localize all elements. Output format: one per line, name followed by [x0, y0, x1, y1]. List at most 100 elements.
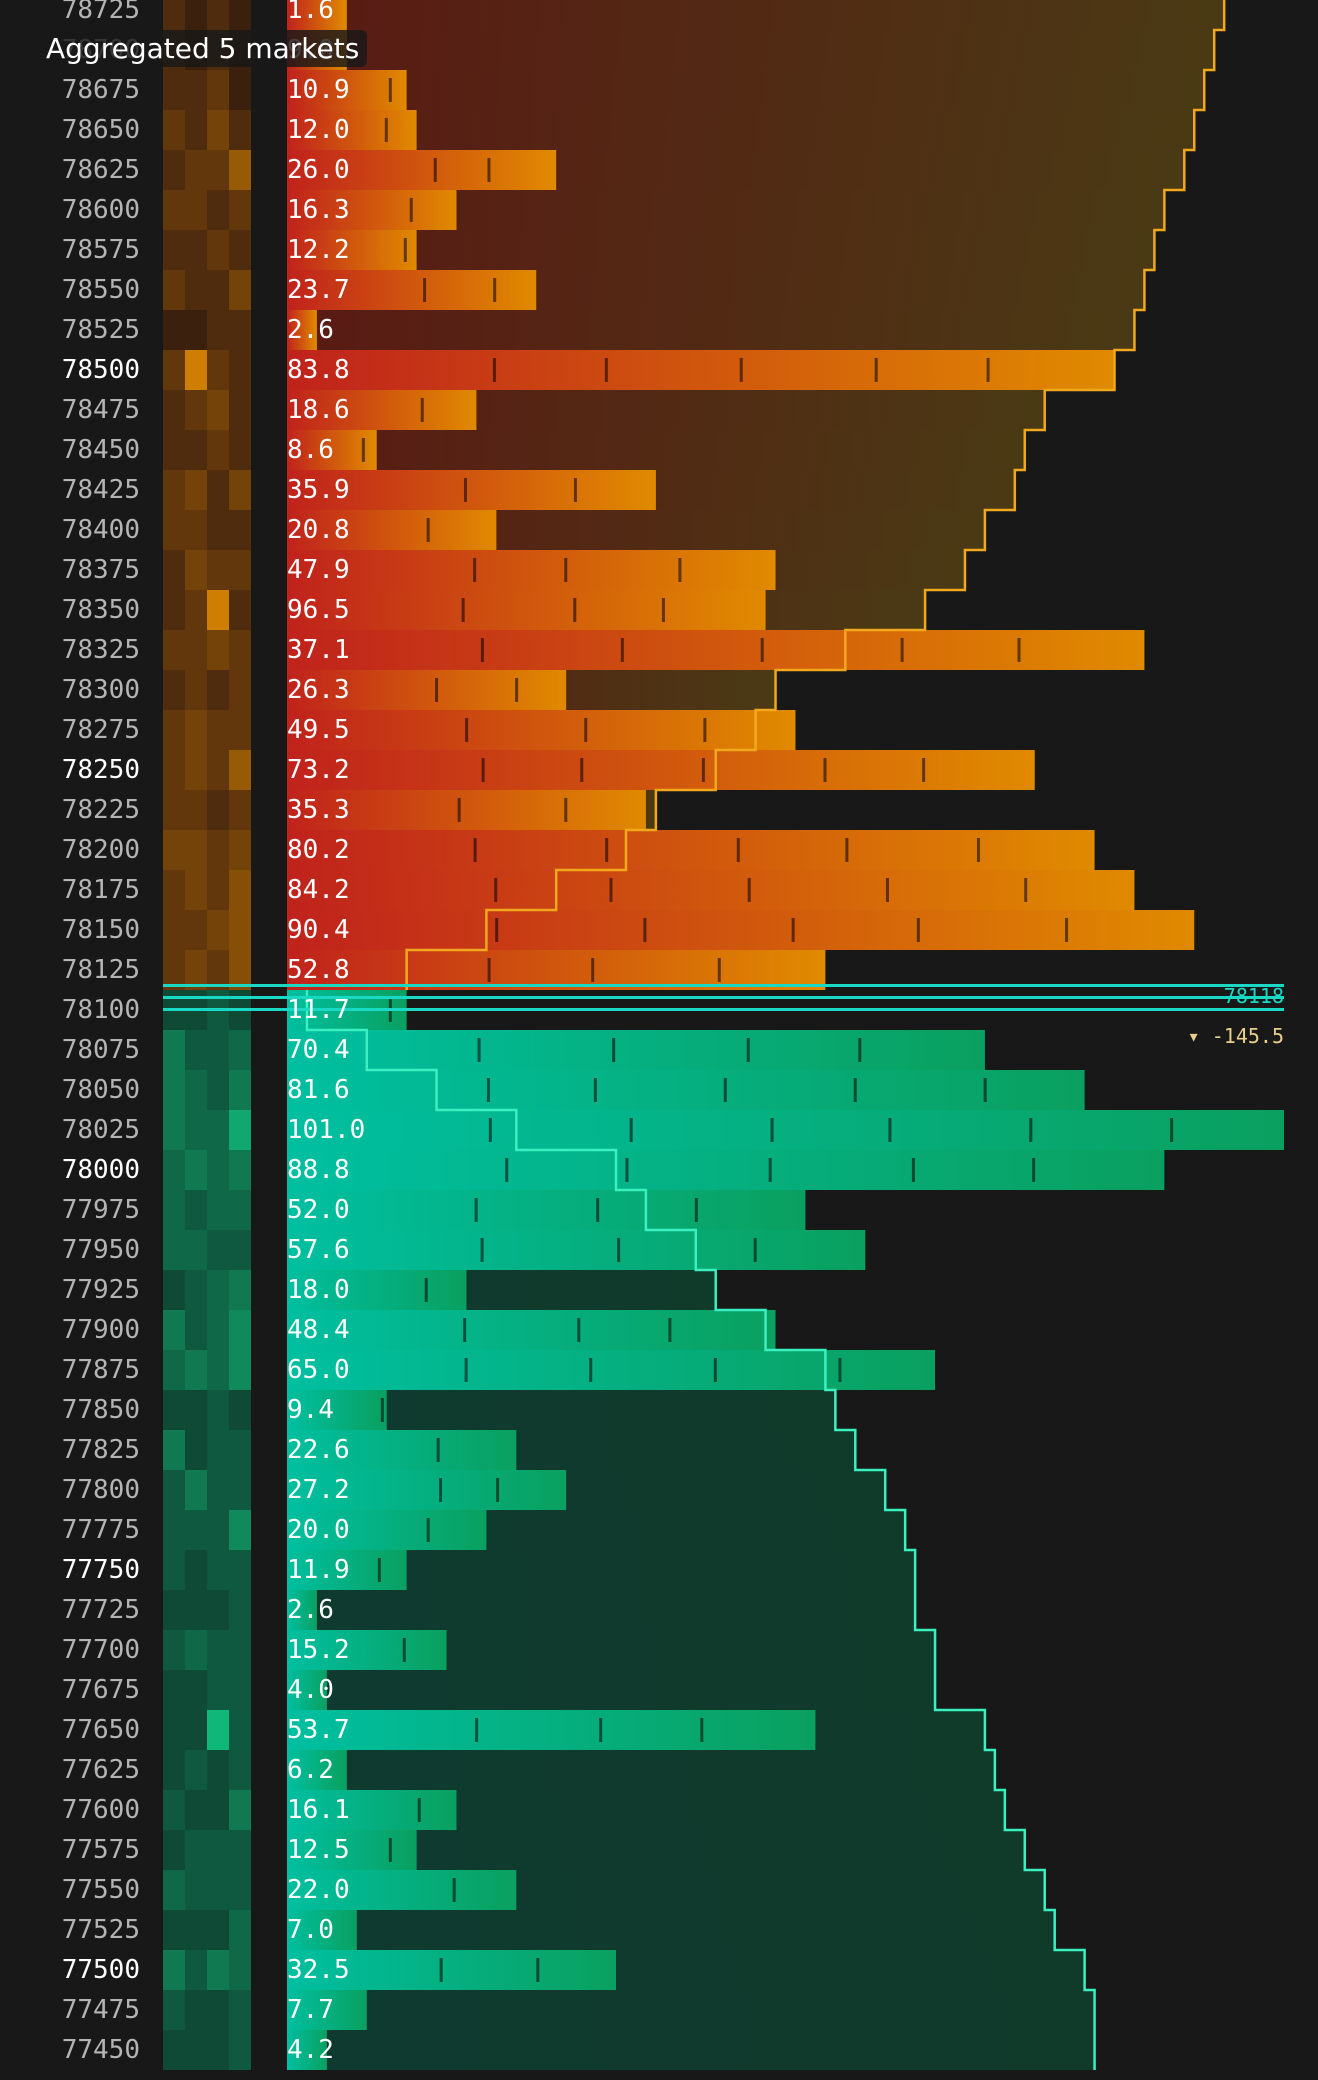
- heat-cell: [163, 190, 185, 230]
- cumulative-depth-band: [287, 1990, 1095, 2030]
- price-level[interactable]: 77625: [61, 1755, 140, 1785]
- quantity-label: 83.8: [287, 355, 350, 385]
- heat-cell: [185, 1910, 207, 1950]
- price-level[interactable]: 78650: [61, 115, 140, 145]
- price-level[interactable]: 78475: [61, 395, 140, 425]
- price-level[interactable]: 78225: [61, 795, 140, 825]
- price-level[interactable]: 78375: [61, 555, 140, 585]
- order-tick: [457, 798, 461, 822]
- price-level[interactable]: 77750: [61, 1555, 140, 1585]
- heat-cell: [229, 1630, 251, 1670]
- order-tick: [463, 1318, 467, 1342]
- price-level[interactable]: 78450: [61, 435, 140, 465]
- price-level[interactable]: 77650: [61, 1715, 140, 1745]
- heat-cell: [229, 1670, 251, 1710]
- heat-cell: [163, 1230, 185, 1270]
- price-level[interactable]: 78100: [61, 995, 140, 1025]
- price-level[interactable]: 77500: [61, 1955, 140, 1985]
- quantity-bar: [287, 710, 796, 750]
- price-level[interactable]: 77475: [61, 1995, 140, 2025]
- heat-cell: [185, 1630, 207, 1670]
- order-tick: [473, 558, 477, 582]
- price-level[interactable]: 77900: [61, 1315, 140, 1345]
- price-level[interactable]: 78625: [61, 155, 140, 185]
- order-tick: [983, 1078, 987, 1102]
- cumulative-depth-band: [287, 1670, 936, 1710]
- heat-cell: [229, 830, 251, 870]
- heat-cell: [229, 2030, 251, 2070]
- price-level[interactable]: 78150: [61, 915, 140, 945]
- price-level[interactable]: 78525: [61, 315, 140, 345]
- heat-cell: [207, 1470, 229, 1510]
- price-level[interactable]: 77950: [61, 1235, 140, 1265]
- price-level[interactable]: 77600: [61, 1795, 140, 1825]
- heat-cell: [163, 510, 185, 550]
- price-level[interactable]: 78500: [61, 355, 140, 385]
- heat-cell: [207, 1270, 229, 1310]
- heat-cell: [207, 2030, 229, 2070]
- quantity-label: 26.3: [287, 675, 350, 705]
- price-level[interactable]: 78425: [61, 475, 140, 505]
- order-tick: [465, 718, 469, 742]
- price-level[interactable]: 78275: [61, 715, 140, 745]
- price-level[interactable]: 77575: [61, 1835, 140, 1865]
- price-level[interactable]: 77775: [61, 1515, 140, 1545]
- price-level[interactable]: 77825: [61, 1435, 140, 1465]
- heat-cell: [163, 1430, 185, 1470]
- price-level[interactable]: 78050: [61, 1075, 140, 1105]
- price-level[interactable]: 77450: [61, 2035, 140, 2065]
- order-tick: [580, 758, 584, 782]
- price-level[interactable]: 78250: [61, 755, 140, 785]
- price-level[interactable]: 78575: [61, 235, 140, 265]
- price-level[interactable]: 77875: [61, 1355, 140, 1385]
- heat-cell: [185, 0, 207, 30]
- price-level[interactable]: 77925: [61, 1275, 140, 1305]
- quantity-bar: [287, 310, 317, 350]
- order-tick: [564, 798, 568, 822]
- price-level[interactable]: 78125: [61, 955, 140, 985]
- price-level[interactable]: 77675: [61, 1675, 140, 1705]
- price-level[interactable]: 78725: [61, 0, 140, 25]
- price-level[interactable]: 78175: [61, 875, 140, 905]
- price-level[interactable]: 77700: [61, 1635, 140, 1665]
- heat-cell: [163, 70, 185, 110]
- price-level[interactable]: 77550: [61, 1875, 140, 1905]
- heat-cell: [207, 470, 229, 510]
- price-level[interactable]: 78550: [61, 275, 140, 305]
- price-level[interactable]: 78400: [61, 515, 140, 545]
- heat-cell: [229, 1830, 251, 1870]
- aggregation-label[interactable]: Aggregated 5 markets: [38, 30, 368, 67]
- order-tick: [770, 1118, 774, 1142]
- price-level[interactable]: 78350: [61, 595, 140, 625]
- price-level[interactable]: 78075: [61, 1035, 140, 1065]
- price-level[interactable]: 77975: [61, 1195, 140, 1225]
- heat-cell: [185, 510, 207, 550]
- heat-cell: [229, 190, 251, 230]
- quantity-bar: [287, 870, 1135, 910]
- order-tick: [463, 478, 467, 502]
- price-level[interactable]: 77850: [61, 1395, 140, 1425]
- heat-cell: [185, 430, 207, 470]
- price-level[interactable]: 78675: [61, 75, 140, 105]
- heat-cell: [229, 1350, 251, 1390]
- quantity-bar: [287, 1470, 567, 1510]
- order-tick: [403, 238, 407, 262]
- order-tick: [746, 1038, 750, 1062]
- price-level[interactable]: 77800: [61, 1475, 140, 1505]
- price-level[interactable]: 78600: [61, 195, 140, 225]
- heat-cell: [229, 350, 251, 390]
- price-level[interactable]: 77725: [61, 1595, 140, 1625]
- heat-cell: [229, 750, 251, 790]
- heat-cell: [207, 1230, 229, 1270]
- heat-cell: [207, 510, 229, 550]
- quantity-bar: [287, 1630, 447, 1670]
- order-tick: [791, 918, 795, 942]
- price-level[interactable]: 78325: [61, 635, 140, 665]
- price-level[interactable]: 78300: [61, 675, 140, 705]
- order-tick: [1017, 638, 1021, 662]
- price-level[interactable]: 78000: [61, 1155, 140, 1185]
- price-level[interactable]: 77525: [61, 1915, 140, 1945]
- price-level[interactable]: 78025: [61, 1115, 140, 1145]
- price-level[interactable]: 78200: [61, 835, 140, 865]
- order-tick: [436, 1438, 440, 1462]
